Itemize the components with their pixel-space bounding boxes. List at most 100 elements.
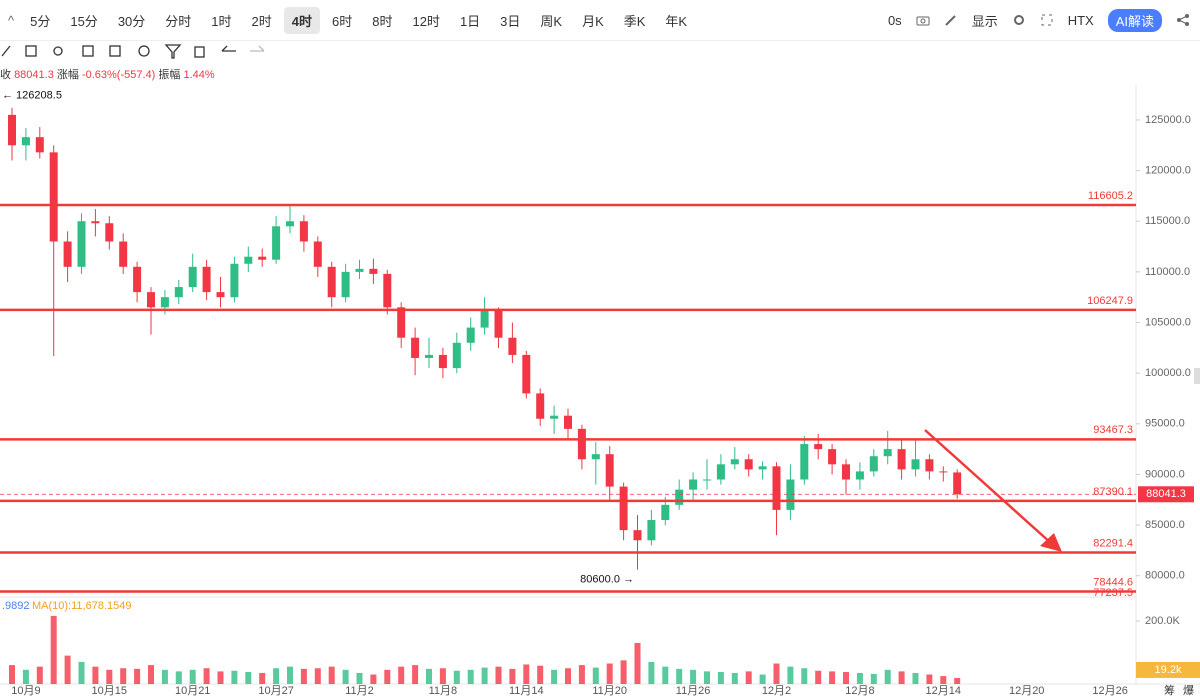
x-tick-label: 11月26 (676, 685, 711, 697)
candle-body (647, 520, 656, 541)
volume-bar (509, 668, 516, 684)
x-tick-label: 11月8 (429, 685, 458, 697)
undo-tool[interactable] (221, 45, 236, 52)
line-tool[interactable] (1, 45, 11, 57)
interval-tab[interactable]: 4时 (283, 6, 320, 34)
x-tick-label: 12月8 (845, 685, 874, 697)
volume-bar (9, 665, 15, 684)
volume-bar (606, 663, 613, 684)
interval-tab[interactable]: 12时 (412, 13, 440, 29)
volume-bar (592, 667, 599, 684)
volume-bar (690, 669, 697, 684)
candle-body (397, 307, 406, 338)
settings-icon[interactable] (1012, 13, 1026, 27)
brush-tool[interactable] (25, 45, 37, 57)
volume-bar (259, 672, 266, 684)
redo-tool[interactable] (250, 45, 265, 52)
ai-button[interactable]: AI解读 (1107, 8, 1162, 32)
volume-bar (217, 671, 224, 684)
x-tick-label: 12月14 (926, 685, 961, 697)
x-tick-label: 10月27 (258, 685, 293, 697)
volume-bar (92, 666, 99, 684)
interval-tab[interactable]: 5分 (30, 13, 51, 29)
volume-bar (189, 669, 196, 684)
note-tool[interactable] (109, 45, 121, 57)
interval-tab[interactable]: 30分 (117, 13, 146, 29)
candle-body (925, 459, 934, 472)
x-tick-label: 11月2 (345, 685, 374, 697)
volume-bar (884, 669, 891, 684)
volume-bar (50, 615, 57, 684)
candle-body (119, 241, 128, 267)
fullscreen-icon[interactable] (1040, 13, 1054, 27)
candle-body (633, 530, 642, 541)
volume-bar (439, 668, 446, 684)
candle-body (772, 466, 781, 510)
interval-tab[interactable]: 2时 (251, 13, 272, 29)
candle-body (105, 223, 114, 242)
volume-bar (954, 677, 961, 684)
interval-tab[interactable]: 周K (540, 13, 563, 29)
x-tick-label: 11月14 (509, 685, 544, 697)
interval-tab[interactable]: 月K (582, 13, 604, 29)
interval-tab[interactable]: 3日 (500, 13, 521, 29)
candle-body (480, 310, 489, 328)
candle-body (730, 459, 739, 465)
filter-tool[interactable] (164, 44, 182, 59)
lock-tool[interactable] (82, 45, 94, 57)
volume-bar (356, 672, 363, 684)
interval-tab[interactable]: 15分 (70, 13, 98, 29)
side-tab[interactable]: 筹 (1164, 683, 1175, 697)
interval-tab[interactable]: 季K (623, 13, 646, 29)
interval-tab[interactable]: 分时 (165, 13, 192, 29)
candle-body (577, 428, 586, 460)
y-tick-label: 120000.0 (1145, 164, 1191, 176)
interval-tab[interactable]: 1日 (459, 13, 481, 29)
volume-tick-label: 200.0K (1145, 615, 1181, 627)
volume-bar (912, 672, 919, 684)
candle-body (49, 152, 58, 242)
volume-bar (134, 668, 141, 684)
draw-icon[interactable] (944, 14, 958, 26)
volume-bar (662, 666, 669, 684)
pane-handle[interactable] (1194, 368, 1200, 384)
candle-body (494, 310, 503, 338)
candle-body (828, 449, 837, 465)
volume-bar (300, 668, 307, 684)
max-annotation: ← 126208.5 (2, 90, 62, 102)
candle-body (675, 489, 684, 505)
pattern-tool[interactable] (53, 46, 63, 56)
trend-arrow-head (1040, 533, 1062, 552)
exchange-select[interactable]: HTX (1067, 12, 1094, 28)
candle-body (35, 137, 44, 153)
candle-body (939, 471, 948, 473)
volume-bar (64, 655, 71, 684)
candle-body (508, 337, 517, 355)
side-tab[interactable]: 爆 (1183, 683, 1194, 697)
candle-body (202, 266, 211, 293)
candle-body (258, 256, 267, 260)
volume-bar (78, 661, 85, 684)
interval-tab[interactable]: 年K (665, 13, 688, 29)
candle-body (605, 454, 614, 487)
x-tick-label: 10月15 (92, 685, 127, 697)
change-label: 涨幅 (56, 69, 79, 81)
interval-tab[interactable]: 6时 (332, 13, 353, 29)
candle-body (564, 415, 572, 429)
x-tick-label: 11月20 (592, 685, 627, 697)
delete-tool[interactable] (194, 46, 205, 58)
timer: 0s (887, 12, 902, 28)
volume-bar (495, 666, 502, 684)
camera-icon[interactable] (916, 14, 930, 26)
volume-bar (565, 668, 571, 684)
collapse-icon[interactable]: ^ (8, 12, 15, 28)
volume-bar (314, 668, 321, 684)
interval-tab[interactable]: 1时 (211, 13, 232, 29)
volume-bar (106, 669, 113, 684)
share-icon[interactable] (1176, 13, 1190, 27)
magnet-tool[interactable] (138, 45, 150, 57)
display-button[interactable]: 显示 (971, 13, 998, 29)
interval-tab[interactable]: 8时 (372, 13, 393, 29)
volume-bar (412, 665, 419, 684)
volume-ma10: MA(10):11,678.1549 (32, 600, 131, 612)
